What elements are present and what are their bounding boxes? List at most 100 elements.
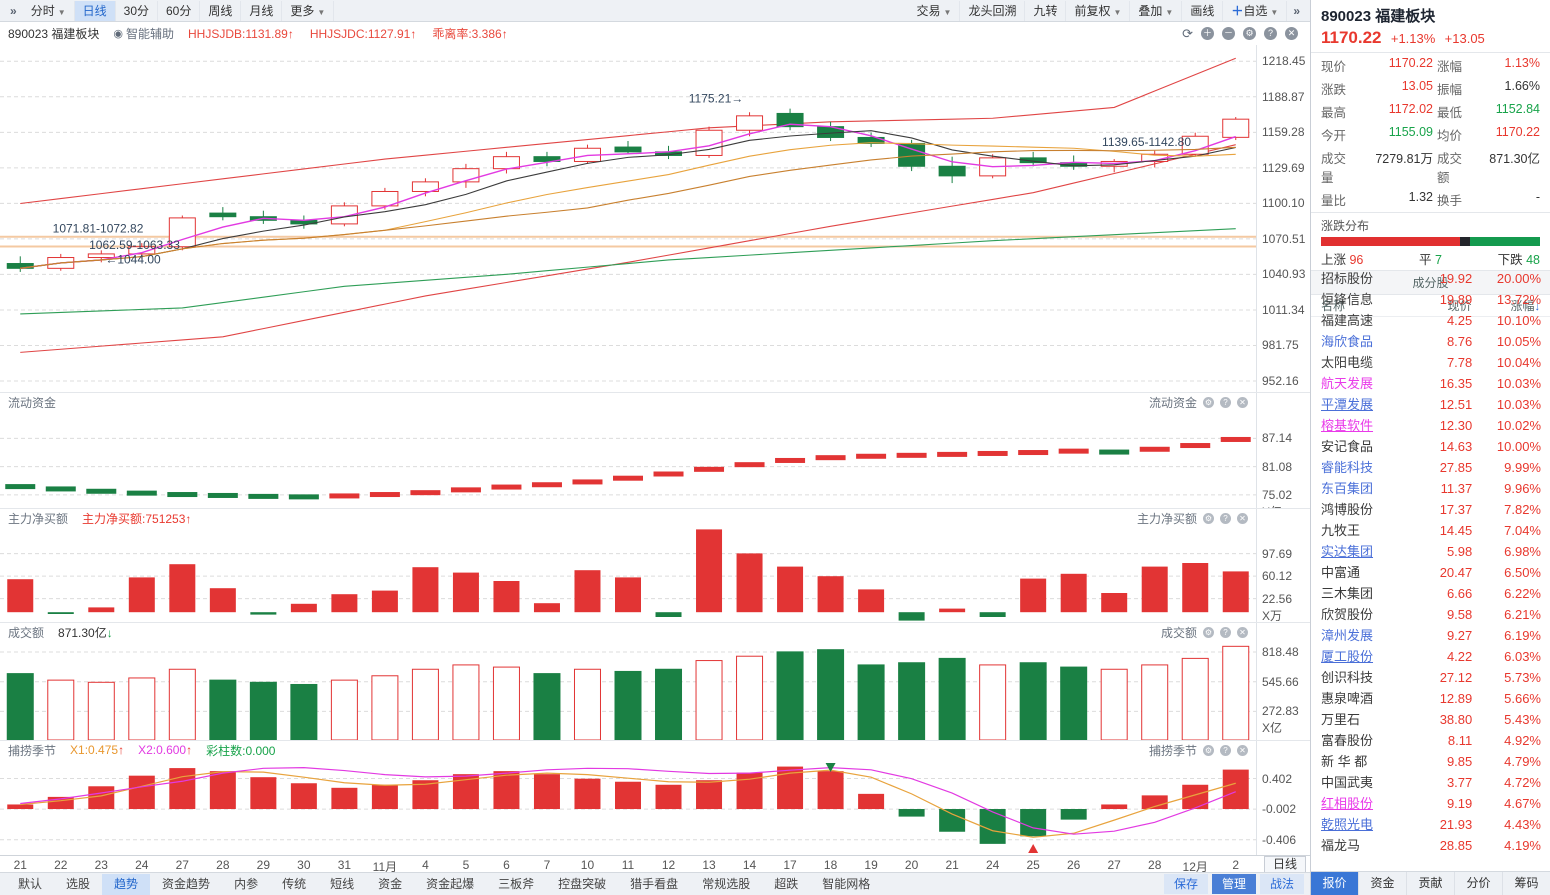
quote-tab-筹码[interactable]: 筹码 [1503,872,1550,895]
toolbar-item-30分[interactable]: 30分 [116,0,158,21]
constituent-row[interactable]: 红相股份 9.19 4.67% [1311,793,1550,814]
strategy-tab-选股[interactable]: 选股 [66,876,91,891]
strategy-tab-资金趋势[interactable]: 资金趋势 [162,876,211,891]
quote-tab-分价[interactable]: 分价 [1455,872,1503,895]
gear-icon[interactable]: ⚙ [1203,512,1214,524]
constituent-row[interactable]: 恒锋信息 19.89 13.72% [1311,289,1550,310]
constituent-row[interactable]: 厦工股份 4.22 6.03% [1311,646,1550,667]
constituent-row[interactable]: 实达集团 5.98 6.98% [1311,541,1550,562]
strategy-tab-三板斧[interactable]: 三板斧 [498,876,535,891]
candlestick-panel[interactable]: 1071.81-1072.82 1062.59-1063.33 ←1044.00 11… [0,45,1310,392]
constituent-row[interactable]: 漳州发展 9.27 6.19% [1311,625,1550,646]
constituent-row[interactable]: 创识科技 27.12 5.73% [1311,667,1550,688]
strategy-tab-控盘突破[interactable]: 控盘突破 [558,876,607,891]
y-axis-unit: X万 [1262,608,1283,623]
constituent-row[interactable]: 太阳电缆 7.78 10.04% [1311,352,1550,373]
y-tick-label: 1100.10 [1262,196,1305,211]
strategy-tab-默认[interactable]: 默认 [18,876,43,891]
period-button[interactable]: 日线 [1263,856,1306,873]
constituent-row[interactable]: 惠泉啤酒 12.89 5.66% [1311,688,1550,709]
gear-icon[interactable]: ⚙ [1203,396,1214,408]
toolbar-item-60分[interactable]: 60分 [158,0,201,21]
close-icon[interactable]: ✕ [1237,396,1248,408]
constituent-row[interactable]: 欣贺股份 9.58 6.21% [1311,604,1550,625]
up-arrow-icon: ↑ [185,511,192,526]
quote-title: 890023 福建板块 [1321,8,1436,25]
x-tick-label: 12月 [1182,860,1208,874]
constituent-row[interactable]: 福建高速 4.25 10.10% [1311,310,1550,331]
gear-icon[interactable]: ⚙ [1203,626,1214,638]
smart-assist-toggle[interactable]: ◉ 智能辅助 [113,27,175,41]
help-icon[interactable]: ? [1264,27,1277,40]
constituent-row[interactable]: 招标股份 19.92 20.00% [1311,268,1550,289]
strategy-tab-智能网格[interactable]: 智能网格 [822,876,871,891]
constituent-row[interactable]: 富春股份 8.11 4.92% [1311,730,1550,751]
保存-button[interactable]: 保存 [1163,874,1208,894]
constituent-row[interactable]: 海欣食品 8.76 10.05% [1311,331,1550,352]
close-icon[interactable]: ✕ [1237,744,1248,756]
constituent-row[interactable]: 睿能科技 27.85 9.99% [1311,457,1550,478]
strategy-tab-猎手看盘[interactable]: 猎手看盘 [630,876,679,891]
gear-icon[interactable]: ⚙ [1243,27,1256,40]
战法-button[interactable]: 战法 [1259,874,1304,894]
strategy-tab-资金[interactable]: 资金 [378,876,403,891]
toolbar-item-周线[interactable]: 周线 [200,0,242,21]
toolbar-item-日线[interactable]: 日线 [74,0,116,21]
toolbar-item-更多[interactable]: 更多 ▼ [282,0,335,21]
quote-tab-资金[interactable]: 资金 [1359,872,1407,895]
constituent-row[interactable]: 鸿博股份 17.37 7.82% [1311,499,1550,520]
strategy-tab-超跌[interactable]: 超跌 [774,876,799,891]
toolbar-item-交易[interactable]: 交易 ▼ [909,0,961,21]
管理-button[interactable]: 管理 [1211,874,1256,894]
strategy-tab-常规选股[interactable]: 常规选股 [702,876,751,891]
overflow-chevron[interactable]: » [4,4,23,18]
help-icon[interactable]: ? [1220,626,1231,638]
col-name[interactable]: 名称 [1321,299,1346,313]
strategy-tab-趋势[interactable]: 趋势 [102,873,151,895]
constituent-row[interactable]: 中国武夷 3.77 4.72% [1311,772,1550,793]
constituent-row[interactable]: 东百集团 11.37 9.96% [1311,478,1550,499]
toolbar-item-九转[interactable]: 九转 [1025,0,1067,21]
strategy-tab-短线[interactable]: 短线 [330,876,355,891]
toolbar-item-前复权[interactable]: 前复权 ▼ [1066,0,1131,21]
help-icon[interactable]: ? [1220,396,1231,408]
overflow-chevron[interactable]: » [1287,4,1306,18]
constituent-row[interactable]: 中富通 20.47 6.50% [1311,562,1550,583]
col-pct[interactable]: 涨幅↓ [1510,299,1540,313]
toolbar-item-画线[interactable]: 画线 [1182,0,1224,21]
zoom-out-icon[interactable]: － [1222,27,1235,40]
close-icon[interactable]: ✕ [1237,512,1248,524]
strategy-tab-资金起爆[interactable]: 资金起爆 [426,876,475,891]
constituent-row[interactable]: 新 华 都 9.85 4.79% [1311,751,1550,772]
constituent-row[interactable]: 万里石 38.80 5.43% [1311,709,1550,730]
toolbar-item-分时[interactable]: 分时 ▼ [23,0,75,21]
quote-tab-报价[interactable]: 报价 [1311,872,1359,895]
zoom-in-icon[interactable]: ＋ [1201,27,1214,40]
strategy-tab-传统[interactable]: 传统 [282,876,307,891]
constituent-row[interactable]: 航天发展 16.35 10.03% [1311,373,1550,394]
constituent-row[interactable]: 九牧王 14.45 7.04% [1311,520,1550,541]
toolbar-item-龙头回溯[interactable]: 龙头回溯 [960,0,1026,21]
help-icon[interactable]: ? [1220,512,1231,524]
constituent-row[interactable]: 平潭发展 12.51 10.03% [1311,394,1550,415]
refresh-icon[interactable]: ⟳ [1182,25,1193,41]
close-icon[interactable]: ✕ [1285,27,1298,40]
constituent-row[interactable]: 乾照光电 21.93 4.43% [1311,814,1550,835]
strategy-tab-内参[interactable]: 内参 [234,876,259,891]
constituent-row[interactable]: 三木集团 6.66 6.22% [1311,583,1550,604]
toolbar-item-叠加[interactable]: 叠加 ▼ [1130,0,1183,21]
fishing-season-panel[interactable]: 捕捞季节 X1:0.475↑ X2:0.600↑ 彩柱数:0.000 捕捞季节 ⚙? ✕ 0.… [0,740,1310,855]
turnover-panel[interactable]: 成交额 871.30亿↓ 成交额 ⚙? ✕ 818.48 545.66 272.83 X亿 [0,622,1310,741]
close-icon[interactable]: ✕ [1237,626,1248,638]
gear-icon[interactable]: ⚙ [1203,744,1214,756]
constituent-row[interactable]: 福龙马 28.85 4.19% [1311,835,1550,856]
quote-tab-贡献[interactable]: 贡献 [1407,872,1455,895]
col-price[interactable]: 现价 [1447,299,1472,313]
main-net-buy-panel[interactable]: 主力净买额 主力净买额:751253↑ 主力净买额 ⚙? ✕ 97.69 60.12 22.5… [0,508,1310,623]
toolbar-item-月线[interactable]: 月线 [241,0,283,21]
toolbar-item-自选[interactable]: ＋自选 ▼ [1223,0,1288,21]
constituent-row[interactable]: 榕基软件 12.30 10.02% [1311,415,1550,436]
help-icon[interactable]: ? [1220,744,1231,756]
constituent-row[interactable]: 安记食品 14.63 10.00% [1311,436,1550,457]
